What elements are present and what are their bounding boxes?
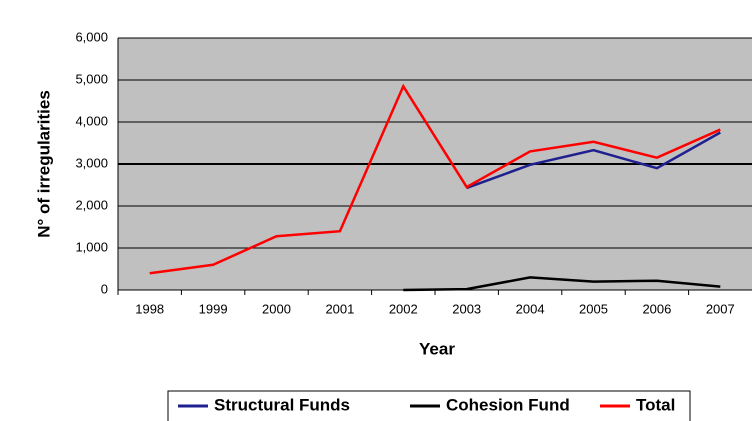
legend-label: Structural Funds: [214, 395, 350, 414]
y-tick-label: 5,000: [75, 71, 108, 86]
series-line: [149, 83, 721, 275]
x-tick-label: 2002: [389, 301, 418, 316]
x-tick-label: 2001: [325, 301, 354, 316]
y-tick-label: 0: [101, 281, 108, 296]
x-axis-label: Year: [419, 339, 455, 358]
x-tick-label: 2004: [516, 301, 545, 316]
x-tick-label: 2000: [262, 301, 291, 316]
y-tick-label: 3,000: [75, 155, 108, 170]
y-tick-label: 1,000: [75, 239, 108, 254]
series-line: [403, 276, 721, 292]
x-tick-label: 1998: [135, 301, 164, 316]
x-tick-label: 2006: [642, 301, 671, 316]
legend-label: Total: [636, 395, 675, 414]
x-tick-label: 2005: [579, 301, 608, 316]
y-tick-label: 6,000: [75, 29, 108, 44]
y-axis-label: N° of irregularities: [34, 90, 53, 238]
x-tick-label: 1999: [199, 301, 228, 316]
x-tick-label: 2007: [706, 301, 735, 316]
y-tick-label: 2,000: [75, 197, 108, 212]
legend-label: Cohesion Fund: [446, 395, 570, 414]
series-line: [466, 131, 721, 190]
x-tick-label: 2003: [452, 301, 481, 316]
y-tick-label: 4,000: [75, 113, 108, 128]
